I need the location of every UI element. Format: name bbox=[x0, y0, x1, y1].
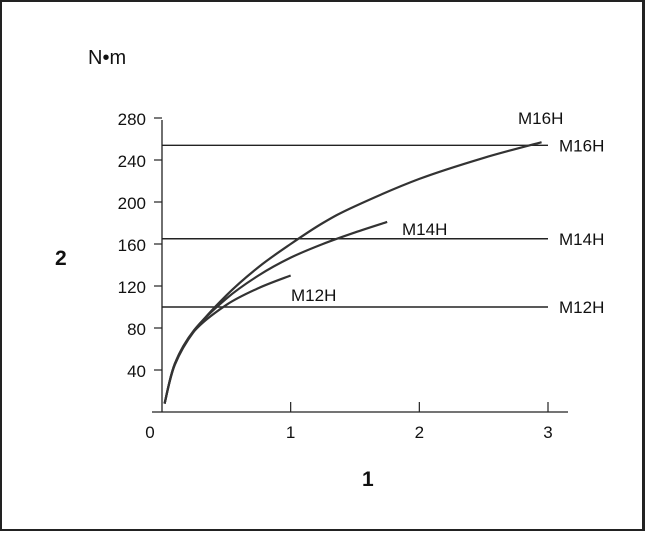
reference-line-label-m14h: M14H bbox=[559, 230, 604, 249]
curve-label-m16h: M16H bbox=[518, 109, 563, 128]
curve-m16h bbox=[163, 141, 542, 404]
x-tick-label: 3 bbox=[543, 423, 552, 442]
y-tick-label: 160 bbox=[118, 236, 146, 255]
x-tick-label: 1 bbox=[286, 423, 295, 442]
y-tick-label: 40 bbox=[127, 362, 146, 381]
curve-label-m12h: M12H bbox=[291, 286, 336, 305]
curve-m14h bbox=[163, 220, 388, 404]
y-tick-label: 80 bbox=[127, 320, 146, 339]
y-axis-label: 2 bbox=[55, 247, 67, 270]
x-tick-label: 2 bbox=[415, 423, 424, 442]
curve-m12h bbox=[163, 274, 292, 404]
curve-label-m14h: M14H bbox=[402, 220, 447, 239]
y-tick-label: 280 bbox=[118, 110, 146, 129]
unit-label: N•m bbox=[88, 47, 126, 69]
x-axis-label: 1 bbox=[362, 468, 374, 491]
reference-line-label-m16h: M16H bbox=[559, 136, 604, 155]
y-tick-label: 200 bbox=[118, 194, 146, 213]
y-tick-label: 120 bbox=[118, 278, 146, 297]
reference-line-label-m12h: M12H bbox=[559, 298, 604, 317]
y-tick-label: 240 bbox=[118, 152, 146, 171]
x-tick-label: 0 bbox=[145, 423, 154, 442]
